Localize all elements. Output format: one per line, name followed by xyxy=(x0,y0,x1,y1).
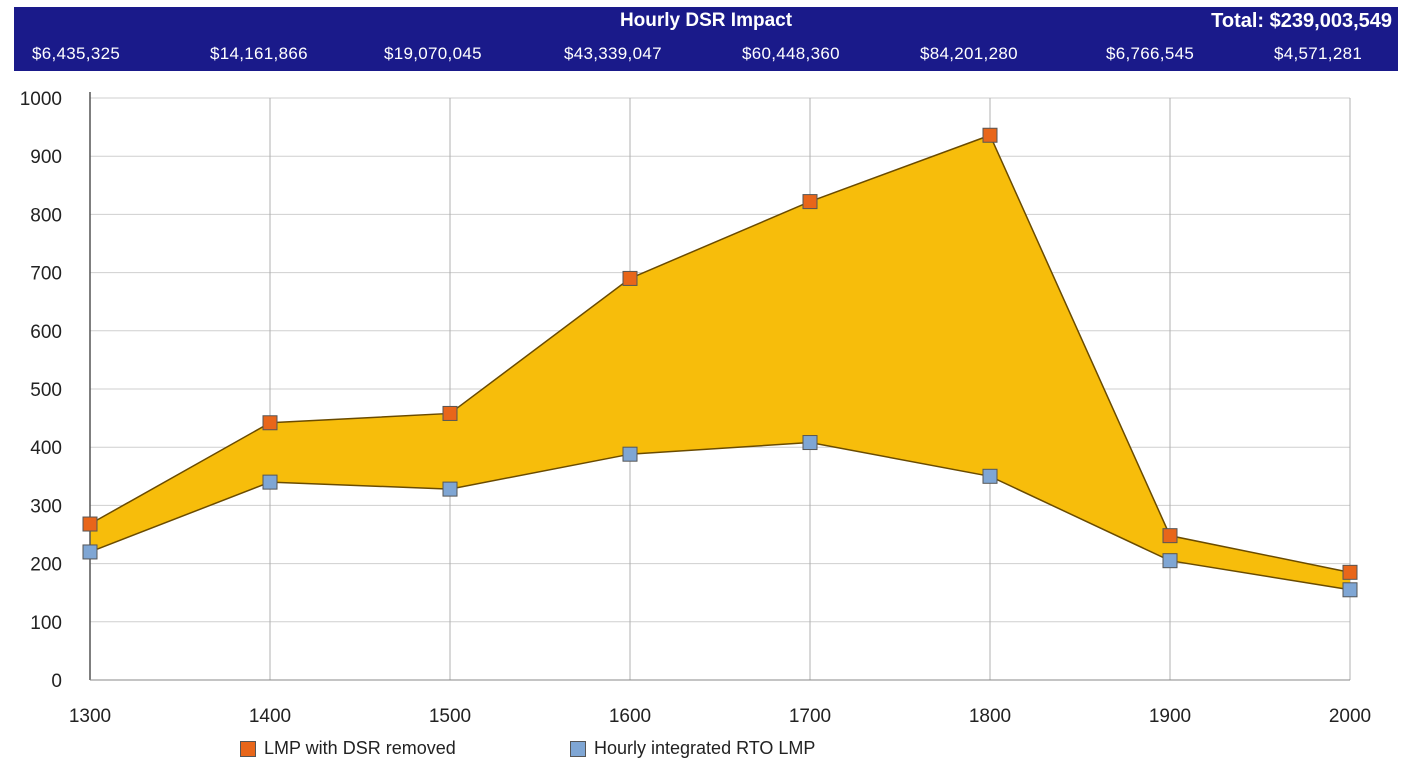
y-tick-label: 100 xyxy=(30,613,62,634)
marker-upper xyxy=(982,127,998,143)
x-tick-label: 1600 xyxy=(609,706,651,727)
x-tick-label: 2000 xyxy=(1329,706,1371,727)
x-tick-label: 1800 xyxy=(969,706,1011,727)
legend-label-lower: Hourly integrated RTO LMP xyxy=(594,738,816,758)
marker-upper xyxy=(802,194,818,210)
hourly-impact-1400: $14,161,866 xyxy=(210,44,308,63)
marker-lower xyxy=(82,544,98,560)
marker-lower xyxy=(1342,582,1358,598)
y-tick-label: 400 xyxy=(30,438,62,459)
marker-upper xyxy=(1342,564,1358,580)
hourly-impact-1800: $84,201,280 xyxy=(920,44,1018,63)
area-fill xyxy=(90,135,1350,590)
y-tick-label: 600 xyxy=(30,322,62,343)
marker-upper xyxy=(442,405,458,421)
y-tick-label: 1000 xyxy=(20,89,62,110)
axes xyxy=(89,92,1350,681)
legend: LMP with DSR removed Hourly integrated R… xyxy=(0,736,1402,764)
band-fill xyxy=(90,135,1350,590)
total-impact: Total: $239,003,549 xyxy=(1211,10,1392,32)
tick-labels: 0 100 200 300 400 500 600 700 800 900 1000 1300 1400… xyxy=(20,89,1371,727)
legend-label-upper: LMP with DSR removed xyxy=(264,738,456,758)
chart-title: Hourly DSR Impact xyxy=(619,10,793,31)
hourly-impact-1500: $19,070,045 xyxy=(384,44,482,63)
y-tick-label: 300 xyxy=(30,496,62,517)
chart-plot: 0 100 200 300 400 500 600 700 800 900 1000 1300 1400… xyxy=(20,89,1371,727)
hourly-impact-1900: $6,766,545 xyxy=(1106,44,1195,63)
y-tick-label: 700 xyxy=(30,264,62,285)
marker-lower xyxy=(442,481,458,497)
series-lines xyxy=(89,134,1351,591)
data-markers xyxy=(82,127,1358,598)
series-line-lower xyxy=(89,441,1351,591)
marker-lower xyxy=(982,468,998,484)
y-tick-label: 800 xyxy=(30,205,62,226)
series-line-upper xyxy=(89,134,1351,574)
marker-lower xyxy=(262,474,278,490)
marker-upper xyxy=(1162,528,1178,544)
marker-upper xyxy=(262,415,278,431)
marker-upper xyxy=(622,270,638,286)
marker-upper xyxy=(82,516,98,532)
y-tick-label: 500 xyxy=(30,380,62,401)
hourly-impact-2000: $4,571,281 xyxy=(1274,44,1363,63)
x-tick-label: 1700 xyxy=(789,706,831,727)
marker-lower xyxy=(1162,553,1178,569)
x-tick-label: 1900 xyxy=(1149,706,1191,727)
hourly-impact-1300: $6,435,325 xyxy=(32,44,121,63)
y-tick-label: 0 xyxy=(51,671,62,692)
x-tick-label: 1500 xyxy=(429,706,471,727)
marker-lower xyxy=(622,446,638,462)
legend-swatch-upper xyxy=(240,740,256,757)
marker-lower xyxy=(802,435,818,451)
x-tick-label: 1400 xyxy=(249,706,291,727)
legend-swatch-lower xyxy=(570,740,586,757)
y-tick-label: 900 xyxy=(30,147,62,168)
legend-item-lower: Hourly integrated RTO LMP xyxy=(570,738,815,759)
chart-header: Hourly DSR Impact Total: $239,003,549 $6… xyxy=(14,7,1398,71)
hourly-impact-1700: $60,448,360 xyxy=(742,44,840,63)
hourly-impact-1600: $43,339,047 xyxy=(564,44,662,63)
legend-item-upper: LMP with DSR removed xyxy=(240,738,456,759)
x-tick-label: 1300 xyxy=(69,706,111,727)
y-tick-label: 200 xyxy=(30,555,62,576)
